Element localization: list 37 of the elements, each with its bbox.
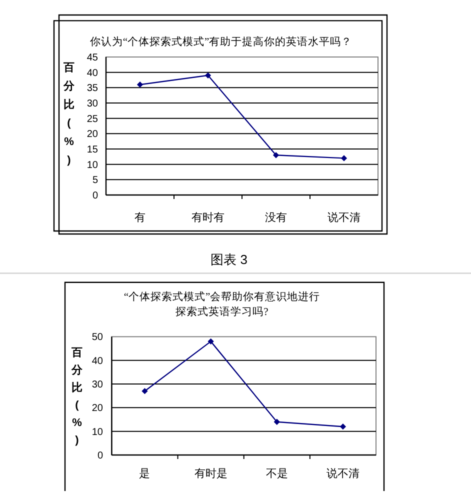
x-tick-label: 有 bbox=[134, 212, 146, 224]
x-tick-label: 说不清 bbox=[328, 211, 360, 224]
y-tick-label: 10 bbox=[92, 426, 104, 438]
point bbox=[136, 82, 144, 88]
point bbox=[340, 424, 346, 430]
text: 图表 3 bbox=[210, 252, 248, 267]
y-tick-label: 30 bbox=[92, 380, 104, 391]
y-tick-label: 45 bbox=[86, 52, 98, 64]
x-tick-label: 有时是 bbox=[194, 467, 228, 480]
y-tick-label: 5 bbox=[92, 175, 98, 186]
x-tick-label: 没有 bbox=[265, 212, 287, 224]
y-tick-label: 30 bbox=[86, 98, 98, 110]
x-tick-label: 说不清 bbox=[326, 467, 360, 480]
y-tick-label: 20 bbox=[86, 129, 98, 140]
y-tick-label: 40 bbox=[86, 68, 98, 79]
point bbox=[274, 418, 280, 425]
x-tick-label: 有时有 bbox=[192, 211, 224, 224]
y-axis-title: 百分比(%) bbox=[62, 62, 76, 166]
y-tick-label: 0 bbox=[97, 450, 104, 462]
y-tick-label: 50 bbox=[92, 332, 104, 344]
point bbox=[272, 152, 280, 158]
y-tick-label: 15 bbox=[86, 144, 98, 156]
y-tick-label: 0 bbox=[92, 190, 98, 202]
y-tick-label: 40 bbox=[92, 356, 104, 367]
chart-title: “个体探索式模式”会帮助你有意识地进行探索式英语学习吗? bbox=[124, 290, 320, 318]
point bbox=[208, 338, 214, 344]
point bbox=[340, 155, 348, 162]
y-axis-title: 百分比(%) bbox=[70, 347, 84, 446]
point bbox=[204, 72, 212, 78]
y-tick-label: 25 bbox=[86, 114, 98, 125]
chart-title: 你认为“个体探索式模式”有助于提高你的英语水平吗？ bbox=[90, 35, 352, 48]
x-tick-label: 是 bbox=[139, 468, 150, 480]
x-tick-label: 不是 bbox=[266, 468, 288, 480]
point bbox=[142, 388, 148, 394]
y-tick-label: 10 bbox=[86, 160, 98, 171]
y-tick-label: 35 bbox=[86, 83, 98, 94]
y-tick-label: 20 bbox=[92, 403, 104, 414]
